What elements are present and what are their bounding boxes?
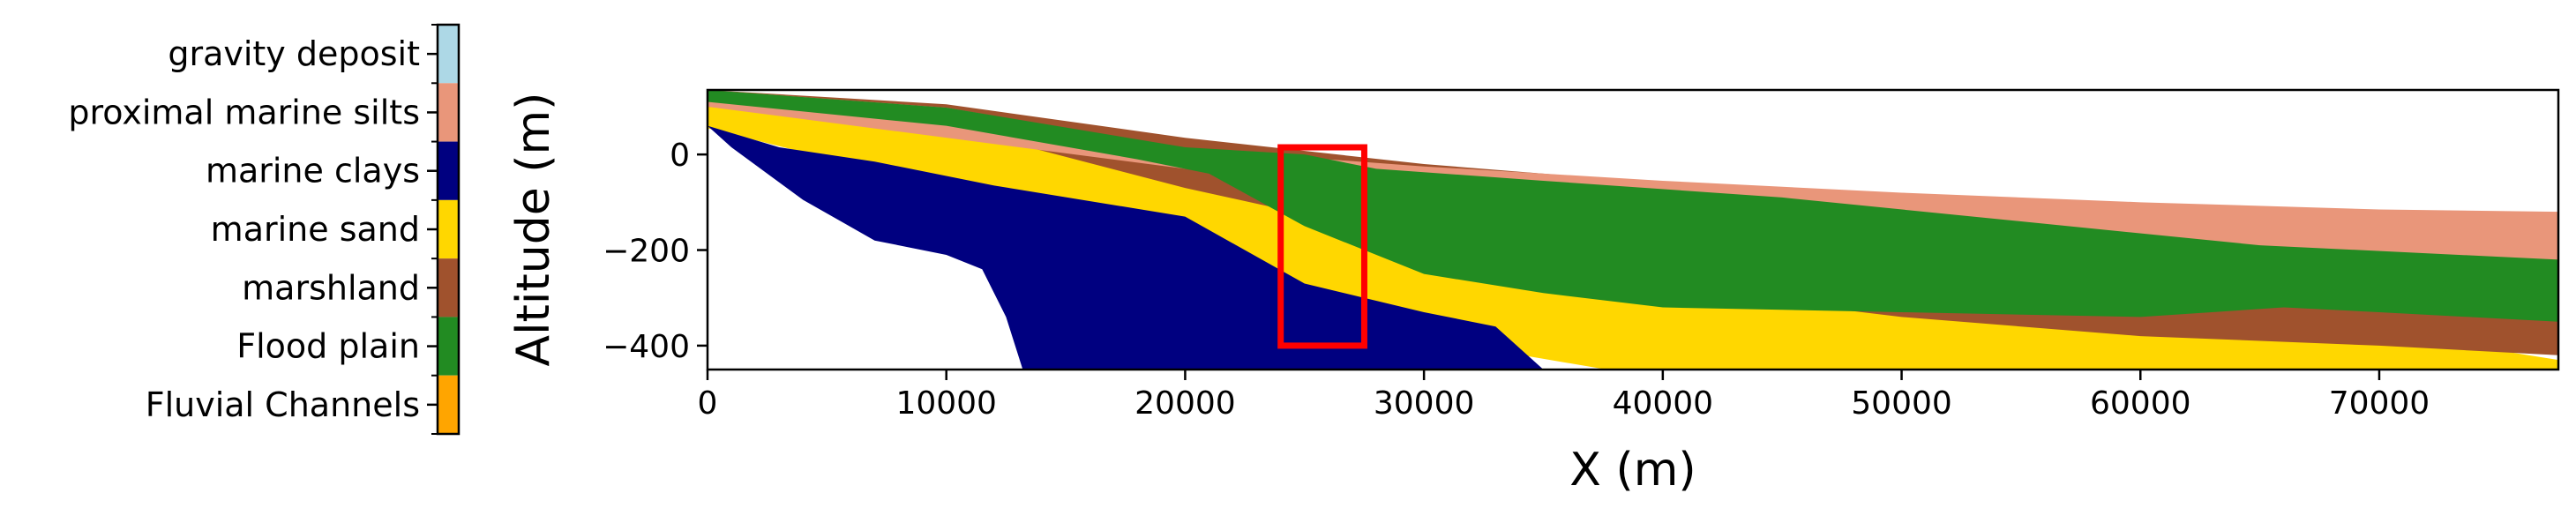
legend-label-gravity-deposit: gravity deposit (168, 34, 420, 73)
y-tick-label--400: −400 (603, 329, 690, 365)
facies-legend-colorbar: gravity deposit proximal marine silts mari… (68, 23, 461, 436)
legend-swatch-proximal-marine-silts (438, 83, 459, 142)
legend-swatch-marshland (438, 258, 459, 318)
legend-swatch-marine-clays (438, 141, 459, 200)
annotations (1277, 144, 1367, 349)
x-axis-title: X (m) (1569, 444, 1696, 497)
legend-swatch-fluvial-channels (438, 375, 459, 434)
x-tick-label-60000: 60000 (2090, 385, 2191, 422)
legend-swatch-marine-sand (438, 199, 459, 259)
legend-label-flood-plain: Flood plain (236, 327, 420, 366)
legend-label-proximal-marine-silts: proximal marine silts (68, 93, 420, 131)
legend-frame (436, 23, 461, 436)
y-axis-title: Altitude (m) (507, 93, 560, 367)
x-tick-label-40000: 40000 (1613, 385, 1714, 422)
layer-flood-plain-3 (708, 90, 2558, 322)
x-tick-label-20000: 20000 (1134, 385, 1236, 422)
legend-label-marine-sand: marine sand (211, 210, 420, 249)
highlight-rectangle-0 (1277, 144, 1367, 349)
x-axis: 0 10000 20000 30000 40000 50000 60000 70000 (698, 370, 2430, 422)
y-tick-label--200: −200 (603, 234, 690, 270)
x-tick-label-50000: 50000 (1851, 385, 1952, 422)
x-tick-label-10000: 10000 (895, 385, 997, 422)
y-tick-label-0: 0 (670, 138, 690, 174)
legend-label-marine-clays: marine clays (206, 152, 420, 191)
layer-marine-clays-4 (708, 125, 1544, 370)
x-tick-label-30000: 30000 (1374, 385, 1475, 422)
x-tick-label-0: 0 (698, 385, 718, 422)
legend-swatch-flood-plain (438, 317, 459, 376)
legend-swatch-gravity-deposit (438, 25, 459, 84)
legend-label-fluvial-channels: Fluvial Channels (146, 385, 420, 424)
x-tick-label-70000: 70000 (2329, 385, 2430, 422)
legend-label-marshland: marshland (242, 268, 420, 307)
y-axis: 0 −200 −400 (603, 138, 708, 365)
plot-frame (706, 88, 2560, 371)
facies-layers (708, 90, 2558, 370)
